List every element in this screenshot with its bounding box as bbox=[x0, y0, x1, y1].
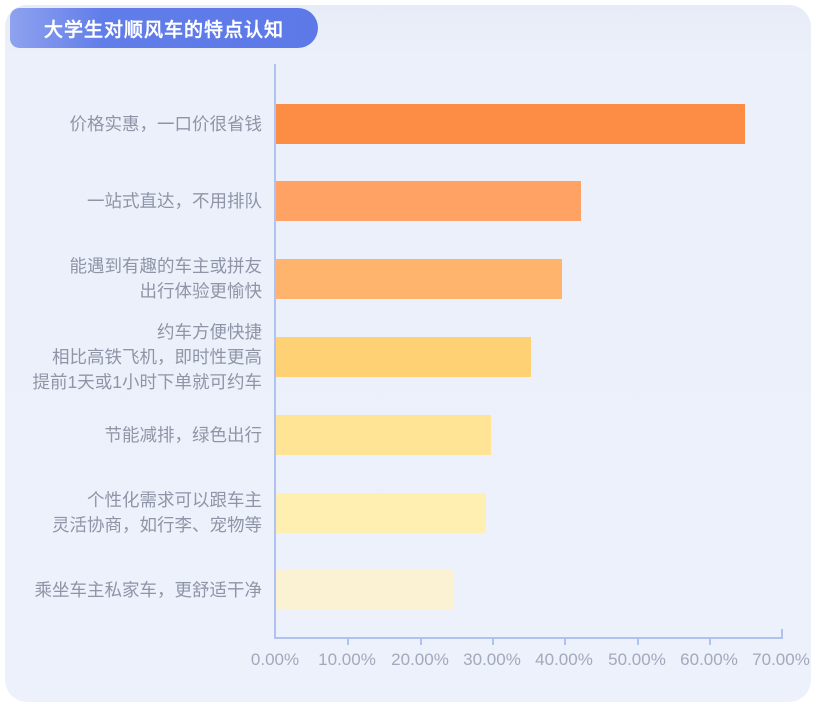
x-axis-tick bbox=[564, 639, 566, 645]
category-label: 价格实惠，一口价很省钱 bbox=[69, 113, 263, 134]
x-axis-tick bbox=[420, 639, 422, 645]
chart-row: 节能减排，绿色出行 bbox=[0, 395, 815, 475]
chart-row: 能遇到有趣的车主或拼友 出行体验更愉快 bbox=[0, 239, 815, 319]
x-tick-label: 50.00% bbox=[608, 650, 666, 669]
category-label: 一站式直达，不用排队 bbox=[87, 190, 262, 211]
x-axis-tick bbox=[709, 639, 711, 645]
x-tick-label: 40.00% bbox=[535, 650, 593, 669]
x-tick-label: 20.00% bbox=[391, 650, 449, 669]
category-label: 乘坐车主私家车，更舒适干净 bbox=[34, 579, 263, 600]
bar-direct-no-queue bbox=[276, 181, 581, 221]
x-axis-tick bbox=[637, 639, 639, 645]
x-tick-label: 0.00% bbox=[250, 650, 300, 669]
x-axis-tick bbox=[492, 639, 494, 645]
chart-title: 大学生对顺风车的特点认知 bbox=[43, 19, 284, 41]
bar-convenient-booking bbox=[276, 337, 531, 377]
chart-row: 约车方便快捷 相比高铁飞机，即时性更高 提前1天或1小时下单就可约车 bbox=[0, 317, 815, 397]
bar-price-value bbox=[276, 104, 745, 144]
bar-interesting-drivers bbox=[276, 259, 562, 299]
x-axis-end-tick bbox=[781, 629, 783, 639]
x-axis-tick bbox=[347, 639, 349, 645]
category-label: 约车方便快捷 相比高铁飞机，即时性更高 提前1天或1小时下单就可约车 bbox=[32, 321, 262, 392]
y-axis-line bbox=[274, 64, 276, 639]
bar-personalized-needs bbox=[276, 493, 486, 533]
category-label: 能遇到有趣的车主或拼友 出行体验更愉快 bbox=[69, 256, 263, 301]
x-tick-label: 60.00% bbox=[680, 650, 738, 669]
category-label: 节能减排，绿色出行 bbox=[104, 424, 263, 445]
chart-row: 一站式直达，不用排队 bbox=[0, 161, 815, 241]
x-tick-label: 70.00% bbox=[752, 650, 810, 669]
chart-row: 个性化需求可以跟车主 灵活协商，如行李、宠物等 bbox=[0, 473, 815, 553]
bar-private-car-comfort bbox=[276, 570, 453, 610]
x-tick-label: 30.00% bbox=[463, 650, 521, 669]
x-tick-label: 10.00% bbox=[318, 650, 376, 669]
category-label: 个性化需求可以跟车主 灵活协商，如行李、宠物等 bbox=[52, 490, 262, 535]
bar-green-travel bbox=[276, 415, 491, 455]
chart-row: 乘坐车主私家车，更舒适干净 bbox=[0, 550, 815, 630]
chart-title-banner: 大学生对顺风车的特点认知 bbox=[10, 8, 318, 48]
x-axis-line bbox=[274, 637, 783, 639]
chart-row: 价格实惠，一口价很省钱 bbox=[0, 84, 815, 164]
